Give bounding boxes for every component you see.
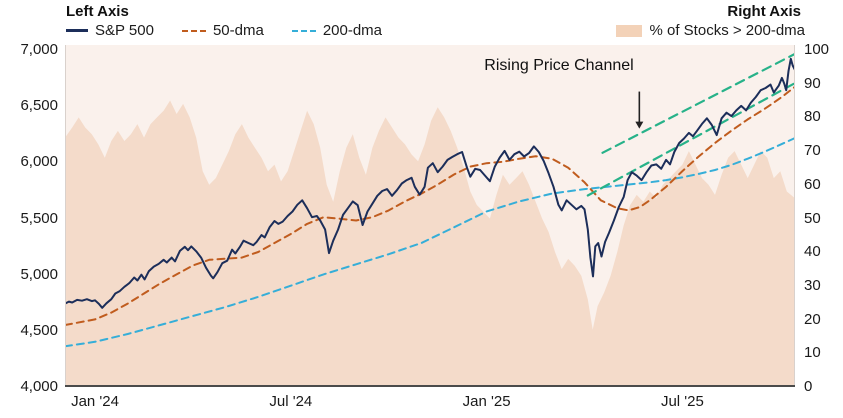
right-axis-tick: 80	[804, 108, 821, 126]
right-axis-tick: 90	[804, 74, 821, 92]
channel-lower-line	[586, 82, 795, 197]
channel-upper-line	[601, 52, 795, 154]
legend-item-200dma: 200-dma	[291, 22, 383, 39]
left-axis-tick: 7,000	[20, 41, 58, 58]
sp500-line-swatch	[66, 29, 88, 32]
left-axis-title: Left Axis	[66, 3, 129, 20]
legend-label-pct: % of Stocks > 200-dma	[649, 22, 806, 39]
left-axis-tick: 4,000	[20, 378, 58, 395]
sp500-line	[65, 57, 795, 309]
x-axis-tick: Jul '24	[269, 393, 313, 410]
legend-item-sp500: S&P 500	[66, 22, 154, 39]
left-axis-tick: 5,500	[20, 209, 58, 227]
legend-label-sp500: S&P 500	[95, 22, 154, 39]
left-axis-tick: 6,500	[20, 97, 58, 115]
legend-left: S&P 500 50-dma 200-dma	[66, 22, 400, 39]
legend-label-200dma: 200-dma	[322, 22, 383, 39]
pct-area-swatch	[615, 24, 642, 37]
right-axis-tick: 10	[804, 344, 821, 362]
legend-right: % of Stocks > 200-dma	[615, 22, 806, 39]
right-axis-tick: 70	[804, 142, 821, 160]
right-axis-tick: 60	[804, 175, 821, 193]
legend-label-50dma: 50-dma	[212, 22, 264, 39]
right-axis-tick: 100	[804, 41, 830, 58]
right-axis-tick: 30	[804, 276, 821, 294]
left-axis-tick: 6,000	[20, 153, 58, 171]
rising-price-channel-label: Rising Price Channel	[484, 57, 634, 74]
pct-above-200dma-area	[65, 100, 795, 386]
right-axis-tick: 50	[804, 209, 821, 227]
right-axis-tick: 40	[804, 243, 821, 261]
left-axis-tick: 4,500	[20, 321, 58, 339]
dma50-line	[65, 85, 795, 326]
x-axis-tick: Jan '24	[71, 393, 119, 410]
dma200-line	[65, 137, 795, 348]
left-axis-tick: 5,000	[20, 265, 58, 283]
right-axis-tick: 20	[804, 310, 821, 328]
right-axis-tick: 0	[804, 378, 813, 395]
dma200-line-swatch	[291, 29, 316, 32]
x-axis-tick: Jan '25	[462, 393, 511, 410]
annotation-arrowhead	[635, 121, 644, 129]
right-axis-title: Right Axis	[727, 3, 801, 20]
dma50-line-swatch	[181, 29, 206, 32]
plot-area	[65, 45, 795, 387]
x-axis-tick: Jul '25	[660, 393, 704, 410]
legend-item-50dma: 50-dma	[181, 22, 264, 39]
